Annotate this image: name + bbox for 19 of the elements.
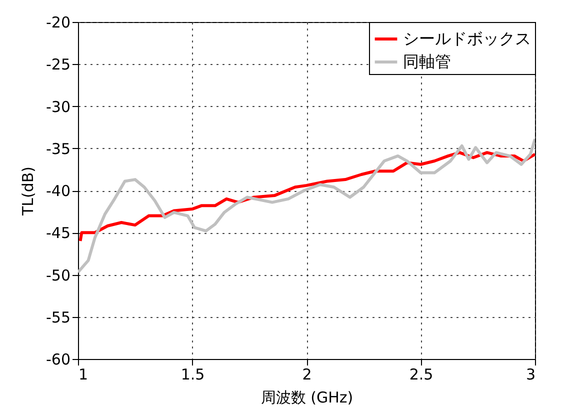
x-axis-title: 周波数 (GHz)	[260, 388, 354, 406]
y-tick-label: -30	[46, 98, 70, 116]
x-tick-label: 3	[526, 366, 536, 384]
legend-label: シールドボックス	[403, 29, 531, 48]
legend-label: 同軸管	[403, 52, 451, 71]
y-tick-label: -45	[46, 224, 70, 242]
line-series	[78, 138, 535, 274]
x-tick-label: 2.5	[409, 366, 434, 384]
y-tick-label: -40	[46, 182, 70, 200]
y-axis-title: TL(dB)	[19, 166, 37, 217]
y-tick-label: -25	[46, 56, 70, 74]
x-tick-label: 2	[302, 366, 312, 384]
y-tick-label: -20	[46, 14, 70, 32]
x-tick-label: 1.5	[180, 366, 205, 384]
y-tick-label: -55	[46, 308, 70, 326]
y-tick-label: -50	[46, 266, 70, 284]
y-tick-label: -35	[46, 140, 70, 158]
x-tick-label: 1	[78, 366, 88, 384]
y-tick-label: -60	[46, 350, 70, 368]
